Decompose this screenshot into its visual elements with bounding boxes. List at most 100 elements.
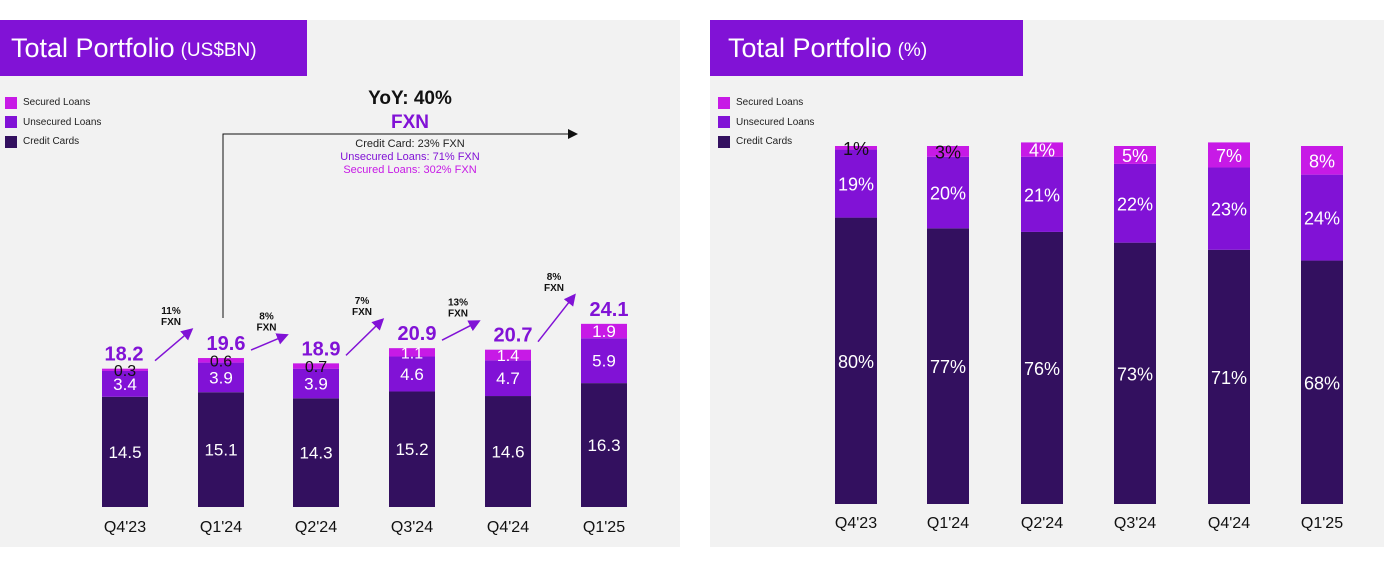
data-label-unsecured: 21% <box>1024 185 1060 205</box>
data-label-unsecured: 20% <box>930 184 966 204</box>
data-label-secured: 1.1 <box>401 345 423 362</box>
bar-segment-secured <box>485 349 531 361</box>
data-label-unsecured: 3.9 <box>209 368 233 387</box>
x-tick-label: Q3'24 <box>1114 515 1156 532</box>
bar-segment-unsecured <box>389 356 435 392</box>
growth-fxn: FXN <box>448 309 468 320</box>
yoy-bracket-arrow <box>222 129 578 319</box>
x-tick-label: Q2'24 <box>295 519 337 536</box>
stacked-bar-chart-usd: 14.53.40.318.2Q4'2315.13.90.619.6Q1'2414… <box>102 129 628 536</box>
chart-title: Total Portfolio <box>11 32 175 63</box>
bar-segment-credit <box>293 398 339 507</box>
legend-item-unsecured: Unsecured Loans <box>718 113 814 133</box>
bar-segment-credit <box>1301 260 1343 504</box>
bar-segment-unsecured <box>293 368 339 399</box>
data-label-credit: 77% <box>930 357 966 377</box>
legend-label: Credit Cards <box>736 136 793 148</box>
legend-item-secured: Secured Loans <box>718 93 814 113</box>
bar-segment-unsecured <box>1208 167 1250 250</box>
x-tick-label: Q1'25 <box>583 519 625 536</box>
bar-segment-secured <box>927 146 969 157</box>
bar-segment-credit <box>198 392 244 507</box>
panel-total-portfolio-usd: Total Portfolio (US$BN) Secured Loans Un… <box>0 20 680 547</box>
bar-segment-credit <box>1021 231 1063 505</box>
legend-swatch <box>5 135 17 148</box>
total-label: 18.9 <box>302 338 341 360</box>
bar-segment-unsecured <box>1114 163 1156 243</box>
bar-segment-secured <box>1208 142 1250 168</box>
stacked-bar-chart-pct: 80% 19% 1% Q4'23 77% 20% 3% Q1'24 76% 21% 4% Q2'24 7… <box>835 139 1343 532</box>
legend: Secured Loans Unsecured Loans Credit Car… <box>5 93 101 152</box>
bar-segment-unsecured <box>835 149 877 218</box>
growth-fxn: FXN <box>161 317 181 328</box>
yoy-note: Credit Card: 23% FXN <box>355 138 465 150</box>
data-label-secured: 3% <box>935 142 961 162</box>
growth-pct: 13% <box>448 298 468 309</box>
x-tick-label: Q1'24 <box>927 515 969 532</box>
yoy-note: Unsecured Loans: 71% FXN <box>340 151 480 163</box>
bar-segment-unsecured <box>485 360 531 397</box>
x-tick-label: Q3'24 <box>391 519 433 536</box>
total-label: 20.7 <box>494 325 533 347</box>
growth-pct: 7% <box>355 296 370 307</box>
data-label-secured: 1.9 <box>592 322 616 341</box>
growth-fxn: FXN <box>352 307 372 318</box>
bar-segment-secured <box>389 348 435 357</box>
x-tick-label: Q4'24 <box>487 519 529 536</box>
bar-segment-credit <box>1208 249 1250 504</box>
bar-segment-unsecured <box>581 338 627 384</box>
data-label-credit: 68% <box>1304 373 1340 393</box>
bar-segment-unsecured <box>198 362 244 393</box>
data-label-credit: 15.1 <box>204 441 237 460</box>
x-tick-label: Q2'24 <box>1021 515 1063 532</box>
legend-item-credit: Credit Cards <box>5 132 101 152</box>
chart-title: Total Portfolio <box>728 32 892 63</box>
data-label-secured: 5% <box>1122 146 1148 166</box>
growth-arrow <box>441 320 481 341</box>
x-tick-label: Q1'25 <box>1301 515 1343 532</box>
legend-swatch <box>5 96 17 109</box>
x-tick-label: Q4'24 <box>1208 515 1250 532</box>
panel-total-portfolio-pct: Total Portfolio (%) Secured Loans Unsecu… <box>710 20 1384 547</box>
growth-arrow <box>345 318 385 356</box>
data-label-unsecured: 4.7 <box>496 369 520 388</box>
data-label-secured: 0.7 <box>305 359 327 376</box>
growth-pct: 11% <box>161 306 181 317</box>
bar-segment-secured <box>1114 146 1156 164</box>
data-label-credit: 14.5 <box>108 443 141 462</box>
growth-fxn: FXN <box>544 283 564 294</box>
data-label-secured: 0.6 <box>210 353 232 370</box>
bar-segment-credit <box>389 391 435 507</box>
legend-item-secured: Secured Loans <box>5 93 101 113</box>
bar-segment-secured <box>1301 146 1343 175</box>
growth-pct: 8% <box>547 272 562 283</box>
bar-segment-secured <box>198 358 244 363</box>
yoy-notes: Credit Card: 23% FXN Unsecured Loans: 71%… <box>300 138 520 177</box>
legend-label: Unsecured Loans <box>736 116 815 128</box>
yoy-note: Secured Loans: 302% FXN <box>343 164 477 176</box>
growth-arrow <box>537 293 576 343</box>
data-label-unsecured: 24% <box>1304 209 1340 229</box>
bar-segment-unsecured <box>1021 156 1063 232</box>
data-label-credit: 73% <box>1117 364 1153 384</box>
data-label-secured: 1% <box>843 139 869 159</box>
legend-swatch <box>5 116 17 129</box>
bar-segment-credit <box>927 228 969 504</box>
data-label-credit: 76% <box>1024 359 1060 379</box>
growth-arrow <box>154 328 194 362</box>
data-label-unsecured: 3.9 <box>304 375 328 394</box>
bar-segment-secured <box>835 146 877 150</box>
bar-segment-unsecured <box>1301 174 1343 261</box>
data-label-credit: 16.3 <box>587 436 620 455</box>
bar-segment-unsecured <box>927 156 969 229</box>
data-label-unsecured: 22% <box>1117 194 1153 214</box>
data-label-secured: 1.4 <box>497 348 519 365</box>
data-label-credit: 14.6 <box>491 443 524 462</box>
data-label-unsecured: 23% <box>1211 200 1247 220</box>
total-label: 20.9 <box>398 323 437 345</box>
legend-swatch <box>718 135 730 148</box>
total-label: 19.6 <box>207 333 246 355</box>
legend-swatch <box>718 116 730 129</box>
chart-unit: (%) <box>897 40 928 61</box>
legend-item-unsecured: Unsecured Loans <box>5 113 101 133</box>
